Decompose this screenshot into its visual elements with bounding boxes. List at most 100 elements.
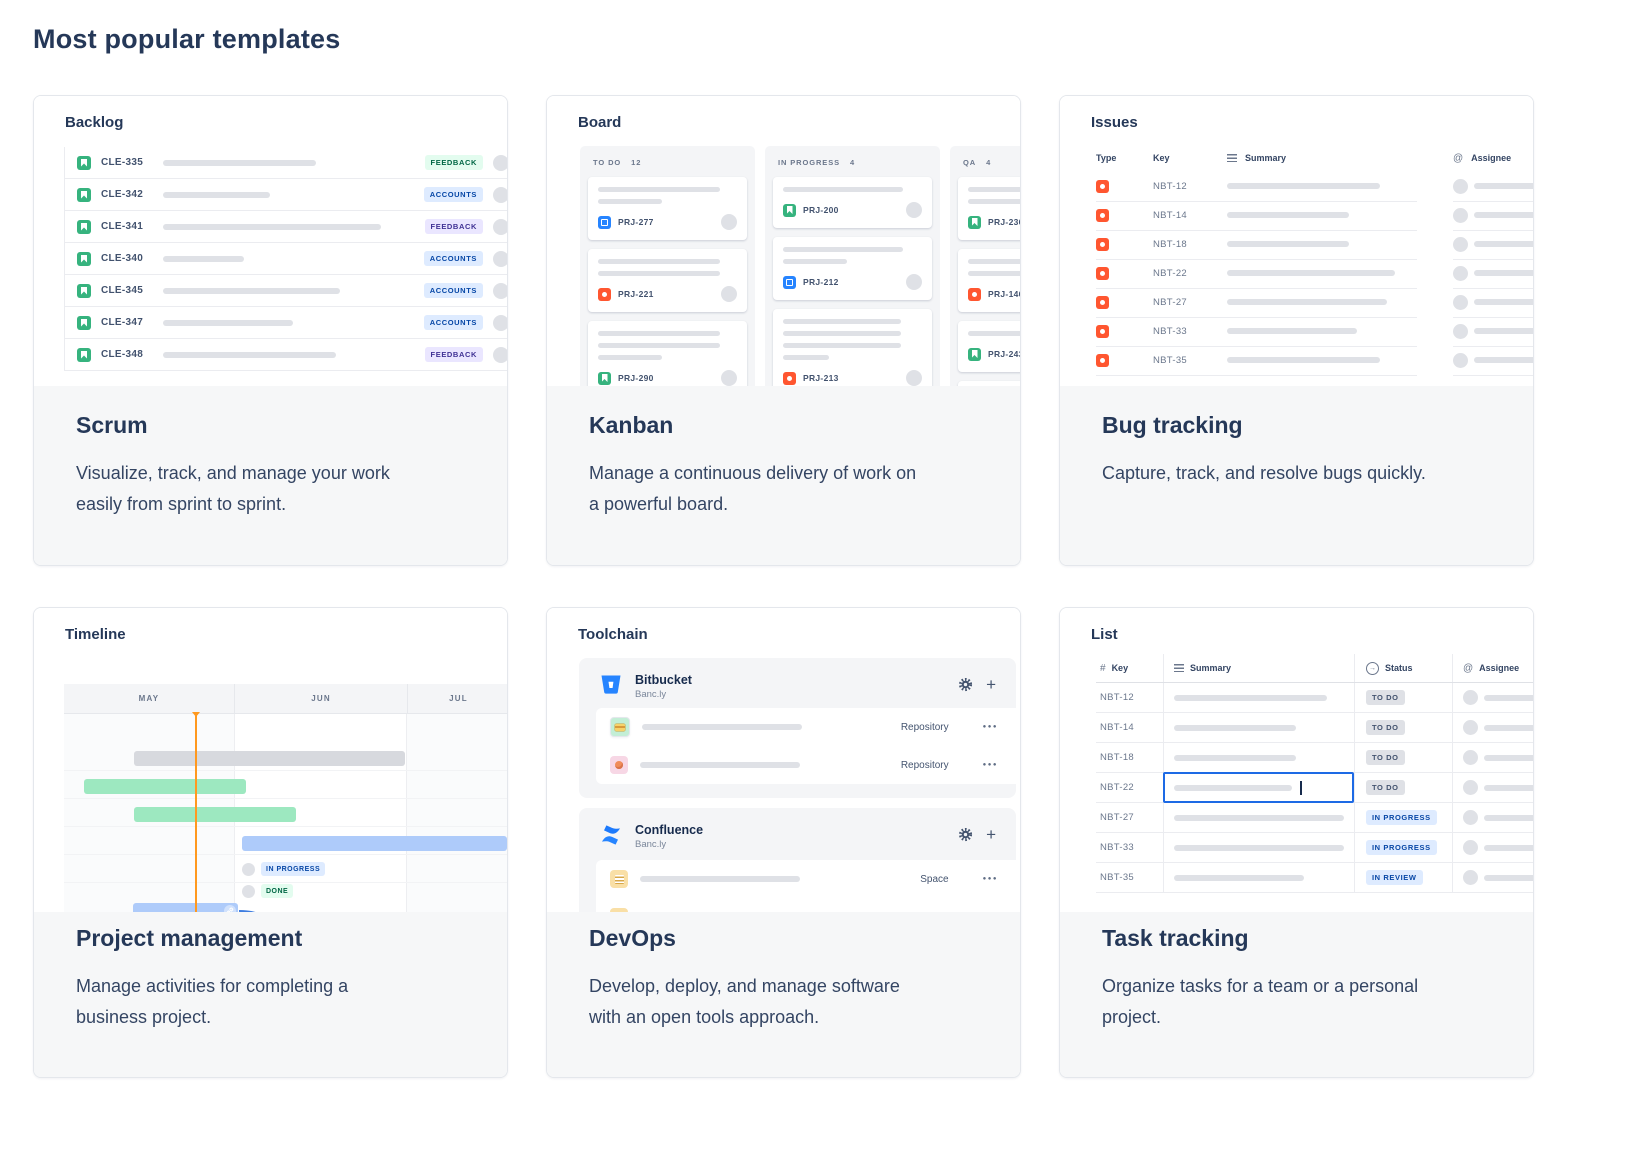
avatar	[1453, 207, 1468, 223]
assignee-placeholder-bar	[1474, 212, 1533, 218]
issue-key: PRJ-221	[618, 289, 654, 299]
avatar	[1453, 265, 1468, 281]
placeholder-bar	[598, 355, 662, 360]
summary-placeholder-bar	[163, 351, 336, 358]
backlog-row: CLE-342 ACCOUNTS	[64, 179, 507, 211]
issue-row: NBT-18	[1096, 230, 1533, 260]
card-bars	[598, 331, 737, 360]
column-name: TO DO	[593, 158, 622, 167]
bug-icon	[1096, 237, 1109, 251]
board-card: PRJ-236	[958, 177, 1020, 240]
assignee-placeholder-bar	[1484, 814, 1533, 821]
item-placeholder-bar	[642, 724, 802, 730]
issues-rows: NBT-12 NBT-14	[1096, 172, 1533, 376]
issue-key: CLE-347	[101, 317, 144, 328]
tool-item-row: Repository ●●●	[596, 746, 1016, 784]
avatar	[1453, 323, 1468, 339]
list-table: # Key Summary → Status @ Assignee NBT-12	[1096, 654, 1533, 893]
assignee-placeholder-bar	[1474, 183, 1533, 189]
task-tracking-info: Task tracking Organize tasks for a team …	[1060, 912, 1533, 1077]
avatar	[493, 314, 507, 331]
template-title: Project management	[76, 925, 303, 951]
avatar	[493, 218, 507, 235]
issue-type-icon	[783, 203, 796, 217]
avatar	[721, 370, 737, 386]
item-emoji-chip	[610, 756, 628, 774]
assignee-placeholder-bar	[1484, 754, 1533, 761]
gantt-bar-blue	[133, 903, 238, 912]
summary-placeholder-bar	[163, 255, 244, 262]
template-description: Capture, track, and resolve bugs quickly…	[1102, 463, 1426, 483]
template-card-bug-tracking[interactable]: Issues Type Key Summary @ Assignee NBT-	[1059, 95, 1534, 566]
issue-key: PRJ-213	[803, 373, 839, 383]
issue-type-icon	[598, 287, 611, 301]
status-badge: IN PROGRESS	[1366, 810, 1437, 825]
story-icon	[77, 315, 91, 330]
placeholder-bar	[598, 343, 720, 348]
placeholder-bar	[968, 331, 1020, 336]
arrow-circle-icon: →	[1366, 661, 1379, 675]
bug-icon	[1096, 179, 1109, 193]
tool-item-row: Space ●●●	[596, 860, 1016, 898]
avatar	[1463, 720, 1478, 735]
preview-title: Board	[578, 114, 622, 131]
kanban-info: Kanban Manage a continuous delivery of w…	[547, 386, 1020, 565]
template-card-devops[interactable]: Toolchain Bitbucket Banc.ly +	[546, 607, 1021, 1078]
board-column-todo: TO DO 12 PRJ-277	[580, 146, 755, 386]
text-cursor	[1300, 780, 1302, 795]
bug-tracking-info: Bug tracking Capture, track, and resolve…	[1060, 386, 1533, 565]
bug-icon	[1096, 353, 1109, 367]
hash-icon: #	[1100, 662, 1106, 674]
placeholder-bar	[783, 343, 901, 348]
template-description: Manage activities for completing a busin…	[76, 976, 349, 1027]
column-count: 12	[631, 158, 642, 167]
issue-key: CLE-335	[101, 157, 144, 168]
template-card-scrum[interactable]: Backlog CLE-335 FEEDBACK	[33, 95, 508, 566]
card-bars	[968, 259, 1020, 276]
column-count: 4	[850, 158, 856, 167]
template-card-kanban[interactable]: Board TO DO 12	[546, 95, 1021, 566]
summary-placeholder-bar	[163, 191, 270, 198]
preview-title: Toolchain	[578, 626, 648, 643]
template-card-project-management[interactable]: Timeline MAY JUN JUL	[33, 607, 508, 1078]
lines-icon	[1227, 154, 1237, 162]
summary-placeholder-bar	[1174, 784, 1292, 791]
issue-key: CLE-340	[101, 253, 144, 264]
card-bars	[783, 247, 922, 264]
issues-preview: Issues Type Key Summary @ Assignee NBT-	[1060, 96, 1533, 386]
list-table-header: # Key Summary → Status @ Assignee	[1096, 654, 1533, 683]
gear-icon	[959, 827, 973, 842]
issue-type-icon	[968, 347, 981, 361]
item-placeholder-bar	[640, 762, 800, 768]
backlog-row: CLE-347 ACCOUNTS	[64, 307, 507, 339]
col-summary: Summary	[1245, 153, 1287, 163]
avatar	[1463, 690, 1478, 705]
template-card-task-tracking[interactable]: List # Key Summary → Status @ Assignee	[1059, 607, 1534, 1078]
board-card: PRJ-243	[958, 321, 1020, 372]
avatar	[1463, 840, 1478, 855]
issue-type-icon	[598, 371, 611, 385]
col-status: Status	[1385, 663, 1413, 673]
issue-key: CLE-348	[101, 349, 144, 360]
month-label: JUN	[234, 684, 407, 713]
status-badge: TO DO	[1366, 750, 1405, 765]
assignee-placeholder-bar	[1484, 784, 1533, 791]
list-row: NBT-27 IN PROGRESS	[1096, 803, 1533, 833]
card-bars	[783, 187, 922, 192]
template-title: Scrum	[76, 412, 148, 438]
assignee-placeholder-bar	[1474, 270, 1533, 276]
tool-org: Banc.ly	[635, 838, 667, 850]
issue-type-icon	[598, 215, 611, 229]
bug-icon	[1096, 266, 1109, 280]
issue-key: NBT-14	[1100, 722, 1135, 733]
placeholder-bar	[783, 331, 901, 336]
preview-title: List	[1091, 626, 1118, 643]
issue-row: NBT-22	[1096, 259, 1533, 289]
issue-key: CLE-345	[101, 285, 144, 296]
list-preview: List # Key Summary → Status @ Assignee	[1060, 608, 1533, 912]
board-card: PRJ-146	[958, 249, 1020, 312]
avatar	[906, 274, 922, 290]
issue-key: PRJ-243	[988, 349, 1020, 359]
placeholder-bar	[598, 271, 720, 276]
issue-key: PRJ-236	[988, 217, 1020, 227]
